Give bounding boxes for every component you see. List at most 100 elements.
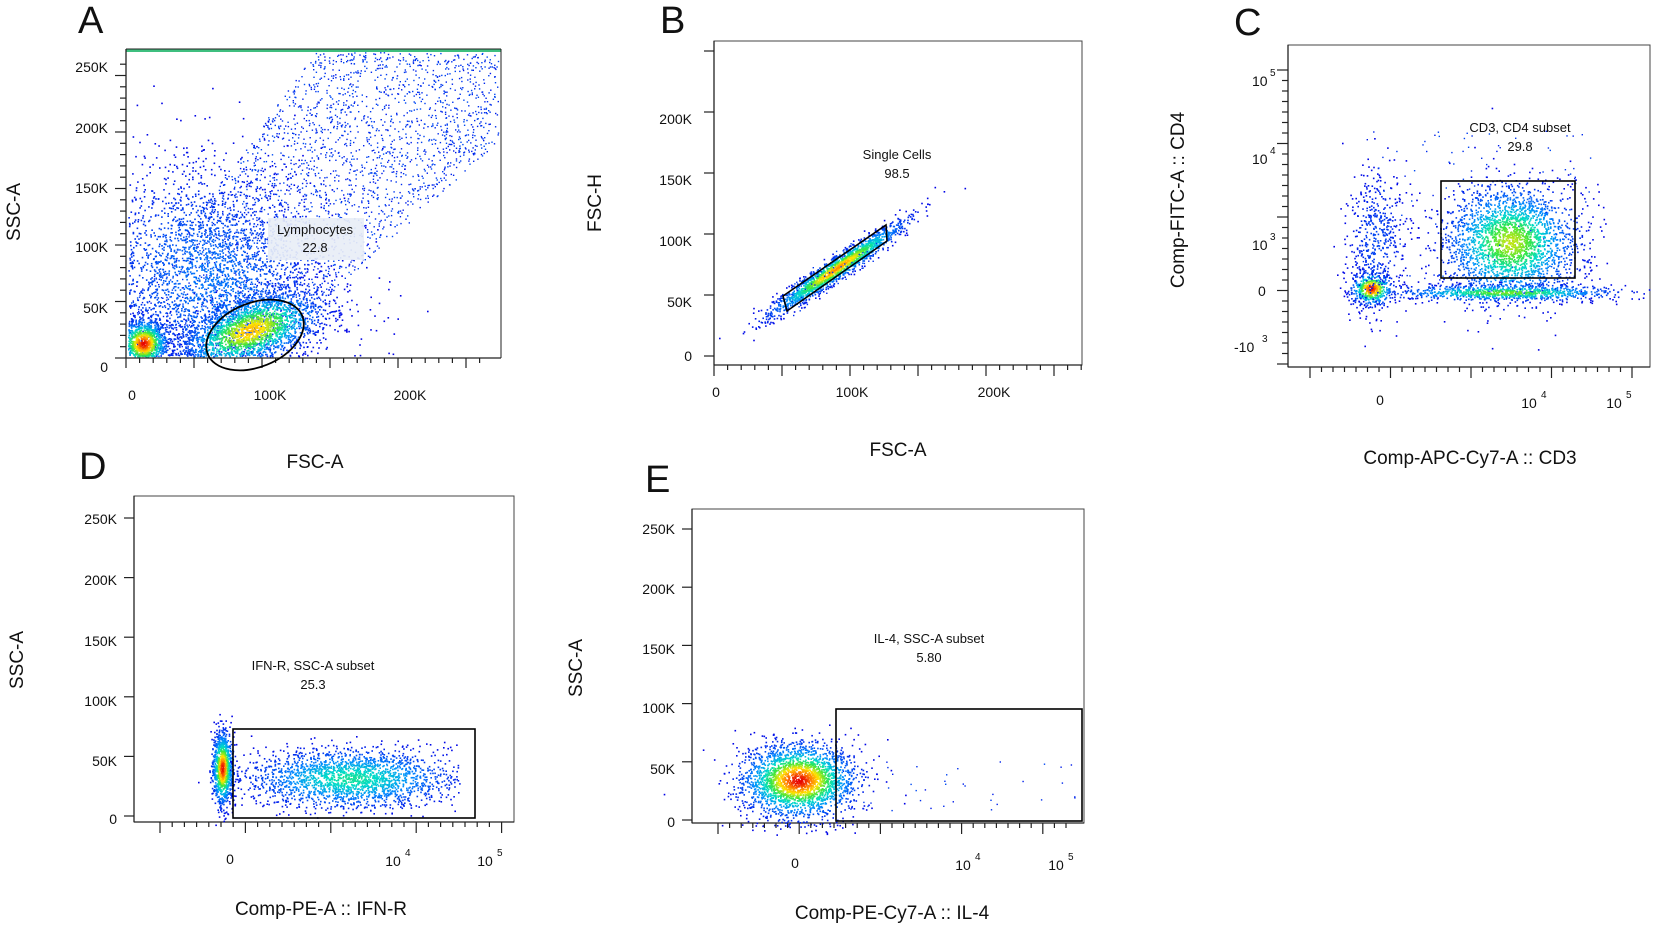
event-dot-a [212,311,214,314]
event-dot-a [250,245,253,248]
event-dot-a [468,139,470,142]
event-dot-a [186,257,189,260]
event-dot-a [384,78,386,80]
event-dot-a [340,217,343,219]
event-dot-a [351,165,353,167]
event-dot-a [220,216,222,218]
event-dot-a [216,335,219,338]
event-dot-a [221,274,224,276]
event-dot-a [209,230,211,233]
event-dot-a [305,185,307,188]
event-dot-a [253,269,255,271]
event-dot-a [324,177,326,179]
event-dot-a [488,110,490,112]
event-dot-a [196,337,199,339]
event-dot-a [258,199,260,202]
event-dot-a [189,255,192,258]
event-dot-a [191,203,194,206]
event-dot-a [139,294,141,297]
event-dot-a [212,289,215,292]
event-dot-a [391,79,393,81]
event-dot-a [202,320,205,322]
event-dot-a [196,306,198,308]
event-dot-a [266,197,268,199]
event-dot-a [202,209,204,212]
event-dot-a [319,196,321,198]
event-dot-a [307,149,309,152]
event-dot-a [398,87,400,90]
event-dot-a [254,214,256,216]
event-dot-a [288,96,291,98]
event-dot-a [423,150,425,152]
event-dot-a [153,269,156,271]
event-dot-a [149,270,152,272]
event-dot-a [274,183,276,185]
event-dot-a [159,317,161,320]
event-dot-a [211,200,214,202]
event-dot-a [469,74,472,76]
event-dot-a [378,156,380,159]
event-dot-a [366,219,368,221]
event-dot-a [331,118,334,121]
event-dot-a [372,190,375,193]
event-dot-a [288,189,290,192]
event-dot-a [380,219,382,222]
event-dot-a [469,115,471,117]
event-dot-a [156,289,158,292]
event-dot-a [196,233,199,236]
event-dot-a [305,120,308,122]
event-dot-a [399,138,401,141]
event-dot-a [142,215,145,217]
event-dot-a [385,59,388,61]
event-dot-a [417,198,419,200]
event-dot-a [259,342,261,345]
event-dot-a [490,89,492,91]
event-dot-a [257,170,259,173]
event-dot-a [372,196,375,199]
event-dot-a [225,293,227,296]
event-dot-a [486,56,488,58]
event-dot-a [390,166,393,168]
event-dot-a [356,125,358,128]
event-dot-a [167,252,169,255]
event-dot-a [335,159,337,161]
event-dot-a [295,86,297,88]
event-dot-a [369,309,372,311]
event-dot-a [296,286,298,289]
event-dot-a [224,285,227,287]
event-dot-a [484,101,486,103]
event-dot-a [205,278,207,281]
event-dot-a [199,224,202,226]
event-dot-a [278,283,280,285]
event-dot-a [267,213,269,215]
event-dot-a [280,293,283,295]
event-dot-a [288,156,290,158]
event-dot-a [213,198,216,200]
event-dot-a [378,90,381,93]
event-dot-a [168,274,170,276]
event-dot-a [448,143,450,146]
event-dot-a [301,159,303,161]
event-dot-a [214,239,217,242]
event-dot-a [242,290,244,292]
event-dot-a [417,137,419,140]
event-dot-a [307,263,309,266]
event-dot-a [235,281,237,284]
event-dot-a [263,221,266,224]
event-dot-a [424,102,426,105]
event-dot-a [227,207,229,210]
event-dot-a [269,180,271,182]
event-dot-a [248,296,251,299]
event-dot-a [355,185,357,187]
event-dot-a [260,186,262,189]
event-dot-a [326,275,328,278]
event-dot-a [384,121,386,123]
event-dot-a [211,221,213,224]
event-dot-a [328,60,331,62]
event-dot-a [428,166,430,168]
event-dot-a [185,246,187,249]
event-dot-a [394,70,396,73]
event-dot-a [350,261,352,263]
event-dot-a [398,84,401,86]
event-dot-a [377,76,379,78]
